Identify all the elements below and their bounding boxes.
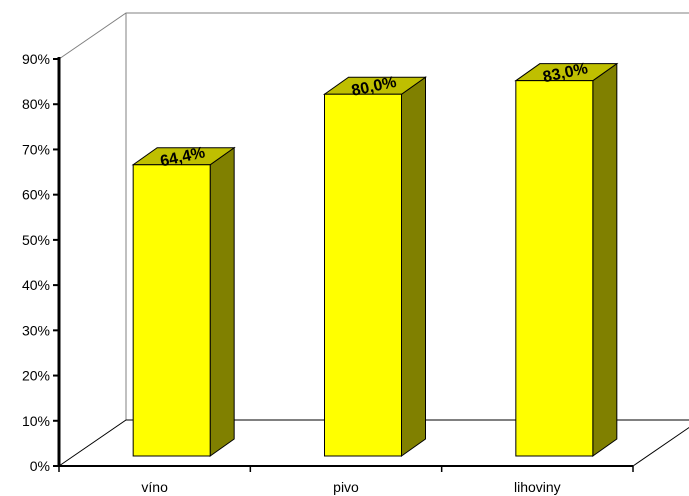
y-tick-label: 30% [22, 322, 50, 338]
bars [131, 62, 619, 457]
bar-side [592, 62, 618, 457]
bar [132, 164, 211, 457]
x-tick-label: lihoviny [514, 479, 561, 495]
bar-side [209, 146, 235, 457]
y-tick-label: 10% [22, 413, 50, 429]
bar-side [401, 76, 426, 457]
y-tick-label: 40% [22, 277, 50, 293]
y-tick-label: 80% [22, 96, 50, 112]
back-wall-outline [58, 12, 689, 60]
y-tick-label: 20% [22, 368, 50, 384]
bar [515, 80, 594, 457]
bar [324, 93, 402, 457]
y-tick-label: 0% [30, 458, 50, 474]
y-tick-label: 50% [22, 232, 50, 248]
y-tick-label: 60% [22, 187, 50, 203]
y-tick-label: 70% [22, 141, 50, 157]
x-tick-label: pivo [333, 479, 359, 495]
x-tick-label: víno [141, 479, 168, 495]
labels: 64,4%víno80,0%pivo83,0%lihoviny0%10%20%3… [22, 51, 589, 495]
y-tick-label: 90% [22, 51, 50, 67]
axes [53, 57, 634, 472]
